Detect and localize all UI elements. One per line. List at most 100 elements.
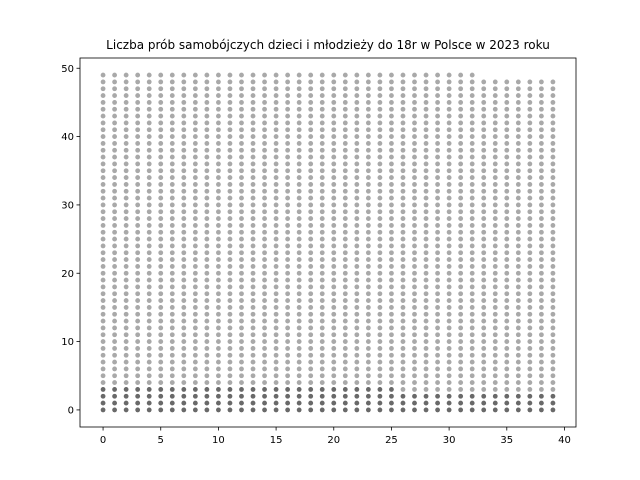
data-point bbox=[446, 325, 452, 331]
data-point bbox=[227, 250, 233, 256]
data-point bbox=[481, 373, 487, 379]
data-point bbox=[527, 298, 533, 303]
data-point bbox=[354, 243, 360, 249]
data-point bbox=[481, 93, 487, 98]
y-tick-label: 10 bbox=[61, 337, 74, 348]
data-point bbox=[435, 380, 440, 385]
data-point bbox=[504, 380, 510, 385]
data-point bbox=[354, 161, 360, 167]
data-point bbox=[365, 216, 371, 221]
data-point bbox=[216, 229, 221, 235]
data-point bbox=[412, 216, 417, 221]
data-point bbox=[204, 229, 210, 235]
data-point bbox=[527, 407, 533, 413]
data-point bbox=[492, 106, 498, 112]
data-point bbox=[435, 387, 440, 392]
data-point bbox=[319, 400, 325, 406]
data-point bbox=[262, 154, 267, 160]
data-point bbox=[515, 339, 521, 344]
data-point bbox=[146, 175, 152, 180]
data-point bbox=[273, 332, 279, 338]
data-point bbox=[296, 141, 302, 146]
data-point bbox=[285, 223, 291, 228]
data-point bbox=[458, 147, 464, 153]
data-point bbox=[400, 182, 406, 187]
data-point bbox=[204, 277, 210, 283]
data-point bbox=[331, 236, 337, 242]
data-point bbox=[204, 195, 210, 201]
data-point bbox=[389, 305, 394, 310]
data-point bbox=[227, 72, 233, 78]
data-point bbox=[204, 298, 210, 303]
data-point bbox=[227, 229, 233, 235]
data-point bbox=[112, 325, 117, 331]
data-point bbox=[100, 380, 106, 385]
data-point bbox=[308, 223, 314, 228]
data-point bbox=[262, 202, 267, 208]
data-point bbox=[550, 161, 556, 167]
data-point bbox=[158, 250, 164, 256]
data-point bbox=[181, 134, 187, 139]
data-point bbox=[492, 250, 498, 256]
data-point bbox=[250, 250, 256, 256]
data-point bbox=[446, 154, 452, 160]
data-point bbox=[285, 120, 291, 126]
data-point bbox=[539, 318, 544, 324]
data-point bbox=[365, 127, 371, 133]
data-point bbox=[135, 229, 141, 235]
data-point bbox=[550, 182, 556, 187]
data-point bbox=[216, 209, 221, 215]
data-point bbox=[412, 175, 417, 180]
data-point bbox=[492, 100, 498, 105]
data-point bbox=[446, 175, 452, 180]
data-point bbox=[515, 236, 521, 242]
data-point bbox=[354, 141, 360, 146]
data-point bbox=[458, 250, 464, 256]
data-point bbox=[273, 366, 279, 372]
data-point bbox=[435, 311, 440, 317]
data-point bbox=[365, 72, 371, 78]
data-point bbox=[458, 339, 464, 344]
data-point bbox=[412, 284, 417, 290]
data-point bbox=[331, 250, 337, 256]
data-point bbox=[158, 373, 164, 379]
data-point bbox=[192, 182, 198, 187]
data-point bbox=[273, 229, 279, 235]
data-point bbox=[216, 325, 221, 331]
data-point bbox=[389, 270, 394, 276]
data-point bbox=[123, 284, 129, 290]
data-point bbox=[365, 106, 371, 112]
data-point bbox=[204, 147, 210, 153]
data-point bbox=[296, 325, 302, 331]
data-point bbox=[146, 100, 152, 105]
data-point bbox=[435, 113, 440, 119]
data-point bbox=[192, 161, 198, 167]
data-point bbox=[377, 352, 383, 358]
data-point bbox=[158, 106, 164, 112]
data-point bbox=[377, 106, 383, 112]
data-point bbox=[504, 113, 510, 119]
data-point bbox=[250, 380, 256, 385]
data-point bbox=[216, 168, 221, 174]
data-point bbox=[100, 154, 106, 160]
data-point bbox=[469, 291, 475, 297]
data-point bbox=[550, 257, 556, 262]
data-point bbox=[146, 380, 152, 385]
data-point bbox=[342, 298, 348, 303]
data-point bbox=[250, 154, 256, 160]
data-point bbox=[319, 264, 325, 269]
data-point bbox=[481, 100, 487, 105]
data-point bbox=[112, 236, 117, 242]
data-point bbox=[169, 127, 175, 133]
data-point bbox=[389, 202, 394, 208]
data-point bbox=[181, 154, 187, 160]
data-point bbox=[100, 188, 106, 194]
data-point bbox=[135, 168, 141, 174]
data-point bbox=[550, 393, 556, 399]
data-point bbox=[204, 250, 210, 256]
data-point bbox=[400, 93, 406, 98]
data-point bbox=[504, 223, 510, 228]
data-point bbox=[515, 407, 521, 413]
data-point bbox=[216, 298, 221, 303]
data-point bbox=[146, 318, 152, 324]
